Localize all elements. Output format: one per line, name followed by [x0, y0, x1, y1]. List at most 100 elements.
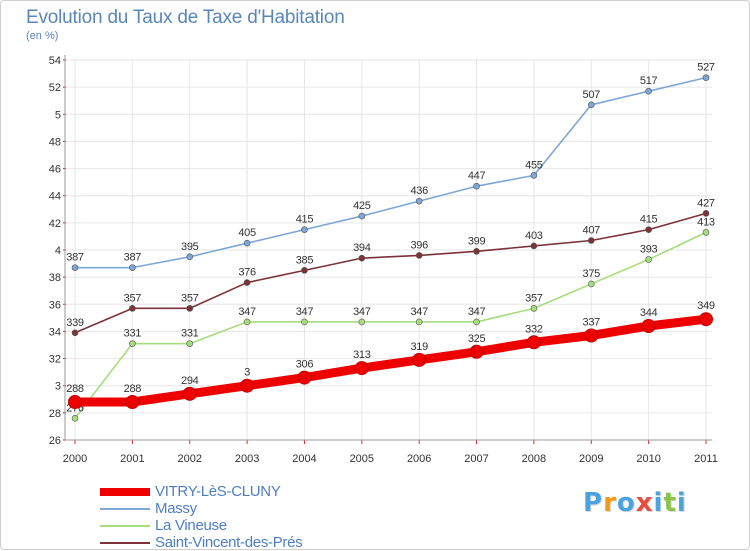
- data-point: [358, 254, 366, 262]
- data-label: 319: [410, 341, 428, 353]
- y-tick-label: 52: [49, 82, 61, 94]
- y-tick-label: 5: [55, 109, 61, 121]
- data-point: [645, 226, 652, 233]
- data-point: [530, 305, 538, 312]
- x-tick-label: 2007: [464, 453, 488, 465]
- data-label: 294: [181, 375, 199, 387]
- data-point: [584, 328, 599, 343]
- y-tick-label: 4: [55, 245, 61, 257]
- data-point: [358, 318, 366, 326]
- data-point: [71, 329, 79, 337]
- chart-subtitle: (en %): [26, 30, 59, 42]
- data-point: [530, 172, 538, 179]
- data-point: [186, 253, 194, 261]
- data-point: [354, 361, 369, 376]
- logo-letter: o: [616, 488, 636, 518]
- y-tick-label: 38: [49, 272, 61, 284]
- data-label: 376: [238, 267, 256, 279]
- legend-swatch: [100, 542, 150, 544]
- y-tick-label: 26: [49, 435, 61, 447]
- data-point: [473, 182, 480, 190]
- logo-letter: i: [653, 488, 664, 518]
- data-label: 527: [697, 62, 715, 74]
- data-label: 331: [181, 328, 199, 340]
- y-tick-label: 48: [49, 136, 61, 148]
- data-point: [469, 344, 484, 359]
- logo-letter: x: [635, 488, 654, 518]
- data-label: 395: [181, 241, 199, 253]
- data-point: [243, 318, 251, 326]
- x-tick-label: 2004: [292, 453, 316, 465]
- data-point: [243, 279, 251, 286]
- data-label: 413: [697, 216, 715, 228]
- data-label: 339: [66, 317, 84, 329]
- x-tick-label: 2005: [350, 453, 374, 465]
- y-tick-label: 46: [49, 164, 61, 176]
- data-point: [243, 239, 251, 247]
- logo-letter: i: [676, 488, 687, 518]
- data-label: 288: [124, 383, 142, 395]
- data-label: 415: [296, 214, 314, 226]
- data-label: 337: [583, 317, 601, 329]
- data-point: [358, 212, 366, 220]
- data-label: 507: [583, 89, 601, 101]
- y-tick-label: 32: [49, 354, 61, 366]
- data-label: 306: [296, 359, 314, 371]
- data-point: [473, 318, 480, 326]
- y-tick-label: 42: [49, 218, 61, 230]
- data-point: [702, 74, 710, 81]
- data-label: 347: [296, 306, 314, 318]
- proxiti-logo: Proxiti: [583, 488, 687, 518]
- data-label: 347: [353, 306, 371, 318]
- y-tick-label: 3: [55, 381, 61, 393]
- data-point: [699, 312, 713, 327]
- data-label: 403: [525, 230, 543, 242]
- x-tick-label: 2008: [522, 453, 546, 465]
- x-tick-label: 2001: [120, 453, 144, 465]
- legend-label: La Vineuse: [155, 517, 227, 534]
- data-point: [71, 414, 79, 422]
- series-line: [70, 314, 711, 407]
- data-point: [702, 210, 710, 217]
- series-line: [74, 231, 707, 420]
- data-label: 344: [640, 307, 658, 319]
- legend-label: Saint-Vincent-des-Prés: [155, 534, 303, 551]
- data-label: 332: [525, 323, 543, 335]
- data-point: [301, 267, 308, 274]
- data-label: 387: [124, 252, 142, 264]
- data-point: [71, 264, 79, 271]
- data-label: 396: [410, 239, 428, 251]
- data-point: [415, 318, 423, 326]
- data-point: [68, 395, 82, 409]
- data-label: 331: [124, 328, 142, 340]
- data-point: [526, 335, 541, 350]
- data-point: [129, 264, 136, 271]
- y-tick-label: 34: [49, 326, 61, 338]
- data-point: [301, 226, 308, 233]
- data-label: 387: [66, 252, 84, 264]
- data-label: 347: [468, 306, 486, 318]
- chart-title: Evolution du Taux de Taxe d'Habitation: [26, 7, 345, 28]
- data-point: [129, 340, 136, 347]
- logo-letter: P: [583, 488, 604, 518]
- legend-swatch: [100, 525, 150, 527]
- data-point: [473, 248, 480, 255]
- series-line: [74, 76, 707, 269]
- data-point: [645, 256, 652, 263]
- data-label: 325: [468, 333, 486, 345]
- data-label: 399: [468, 235, 486, 247]
- data-label: 375: [583, 268, 601, 280]
- data-label: 347: [238, 306, 256, 318]
- data-label: 436: [410, 185, 428, 197]
- data-label: 3: [244, 367, 250, 379]
- data-point: [702, 229, 710, 236]
- data-point: [415, 252, 423, 259]
- data-point: [129, 305, 136, 312]
- x-tick-label: 2002: [177, 453, 201, 465]
- data-point: [645, 87, 652, 95]
- x-tick-label: 2010: [636, 453, 660, 465]
- data-point: [297, 370, 312, 385]
- data-label: 447: [468, 170, 486, 182]
- series-line: [74, 212, 707, 334]
- logo-letter: t: [663, 488, 677, 518]
